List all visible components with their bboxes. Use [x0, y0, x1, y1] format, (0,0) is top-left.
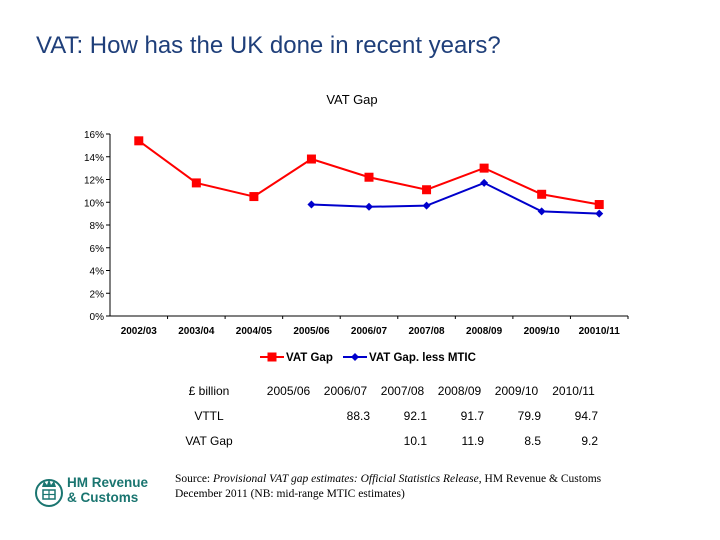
x-tick-label: 2004/05 — [236, 326, 273, 337]
x-tick-label: 2007/08 — [408, 326, 445, 337]
table-cell — [260, 403, 317, 428]
data-point — [594, 200, 604, 210]
y-tick-label: 16% — [84, 130, 104, 141]
data-point — [191, 178, 201, 188]
chart-axes — [109, 134, 628, 317]
source-publication: Provisional VAT gap estimates: Official … — [213, 473, 479, 485]
y-tick-label: 14% — [84, 153, 104, 164]
table-cell: 79.9 — [517, 408, 541, 423]
chart-legend: VAT Gap VAT Gap. less MTIC — [260, 352, 476, 364]
data-point — [480, 178, 489, 187]
table-cell: 10.1 — [403, 433, 427, 448]
table-year-header: 2007/08 — [380, 383, 425, 398]
legend-label: VAT Gap. less MTIC — [369, 352, 476, 364]
series-line — [311, 181, 600, 215]
legend-item: VAT Gap — [260, 352, 333, 364]
data-point — [422, 201, 431, 210]
data-point — [479, 163, 489, 173]
legend-swatch-marker — [267, 352, 277, 362]
x-tick-label: 20010/11 — [579, 326, 621, 337]
table-header-row: £ billion 2005/06 2006/07 2007/08 2008/09 200… — [158, 378, 602, 403]
legend-swatch-marker — [351, 353, 359, 361]
table-cell: 9.2 — [581, 433, 598, 448]
data-point — [537, 207, 546, 216]
table-cell: 8.5 — [524, 433, 541, 448]
chart-series — [134, 136, 604, 218]
series-vat-gap — [134, 136, 604, 210]
table-year-header: 2009/10 — [494, 383, 539, 398]
data-point — [537, 189, 547, 199]
x-axis-ticks: 2002/03 2003/04 2004/05 2005/06 2006/07 2007/… — [121, 316, 629, 337]
chart-title: VAT Gap — [326, 92, 377, 107]
vat-data-table: £ billion 2005/06 2006/07 2007/08 2008/09 200… — [158, 378, 602, 453]
y-axis-ticks: 0% 2% 4% 6% 8% 10% 12% 14% 16% — [84, 130, 110, 323]
x-tick-label: 2008/09 — [466, 326, 503, 337]
table-unit-label: £ billion — [188, 383, 230, 398]
table-row-label: VTTL — [194, 408, 224, 423]
y-tick-label: 4% — [90, 267, 105, 278]
data-point — [422, 185, 432, 195]
table-row: VTTL 88.3 92.1 91.7 79.9 94.7 — [158, 403, 602, 428]
table-year-header: 2010/11 — [552, 383, 595, 398]
data-point — [364, 172, 374, 182]
table-cell: 88.3 — [346, 408, 370, 423]
x-tick-label: 2002/03 — [121, 326, 158, 337]
table-year-header: 2005/06 — [266, 383, 311, 398]
data-point — [595, 209, 604, 218]
y-tick-label: 10% — [84, 198, 104, 209]
data-point — [307, 200, 316, 209]
data-point — [249, 192, 259, 202]
x-tick-label: 2006/07 — [351, 326, 388, 337]
table-year-header: 2008/09 — [437, 383, 482, 398]
logo-line-1: HM Revenue — [67, 475, 149, 490]
source-prefix: Source: — [175, 473, 214, 485]
y-tick-label: 12% — [84, 176, 104, 187]
x-tick-label: 2005/06 — [293, 326, 330, 337]
y-tick-label: 6% — [90, 244, 105, 255]
slide-title: VAT: How has the UK done in recent years… — [36, 32, 501, 59]
data-point — [306, 154, 316, 164]
data-point — [365, 202, 373, 211]
source-note: Source: Provisional VAT gap estimates: O… — [175, 472, 645, 502]
table-cell: 11.9 — [461, 433, 484, 448]
table-year-header: 2006/07 — [323, 383, 368, 398]
hmrc-logo: HM Revenue & Customs — [34, 472, 154, 508]
data-point — [134, 136, 144, 146]
source-suffix: , HM Revenue & Customs December 2011 (NB… — [175, 473, 602, 500]
series-line — [138, 140, 600, 206]
table-cell: 94.7 — [574, 408, 598, 423]
legend-item: VAT Gap. less MTIC — [343, 352, 476, 364]
legend-label: VAT Gap — [286, 352, 333, 364]
x-tick-label: 2009/10 — [524, 326, 561, 337]
x-tick-label: 2003/04 — [178, 326, 215, 337]
series-vat-gap-less-mtic — [307, 178, 604, 218]
table-cell — [260, 428, 317, 453]
vat-gap-chart: VAT Gap 0%2%4%6%8%10%12%14%16% 2002/03 20… — [84, 92, 629, 364]
y-tick-label: 8% — [90, 221, 105, 232]
y-tick-label: 0% — [90, 312, 105, 323]
logo-line-2: & Customs — [67, 490, 139, 505]
table-row: VAT Gap 10.1 11.9 8.5 9.2 — [158, 428, 602, 453]
table-cell: 92.1 — [403, 408, 427, 423]
y-tick-label: 2% — [90, 289, 105, 300]
crown-crest-icon — [35, 479, 63, 507]
table-cell — [317, 428, 374, 453]
table-cell: 91.7 — [460, 408, 484, 423]
table-row-label: VAT Gap — [185, 433, 233, 448]
